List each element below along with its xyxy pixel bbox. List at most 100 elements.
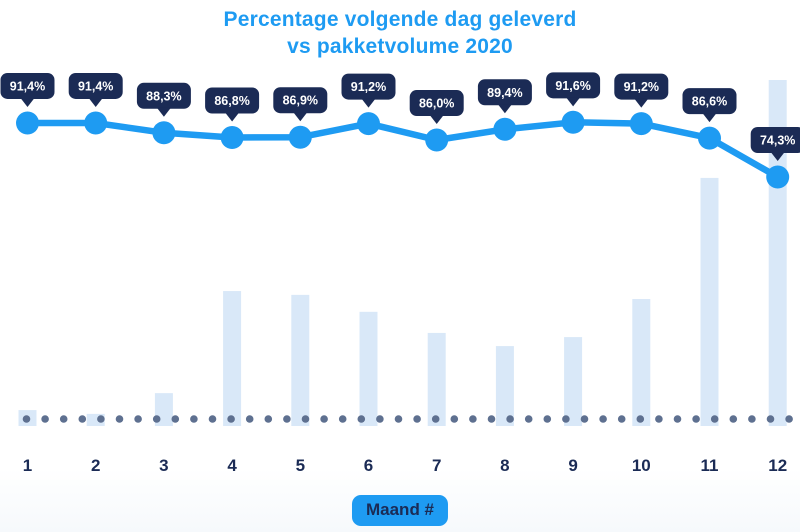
baseline-dot	[134, 415, 142, 423]
baseline-dot	[562, 415, 570, 423]
line-point	[220, 126, 244, 149]
baseline-dot	[729, 415, 738, 423]
value-label: 91,4%	[78, 79, 113, 93]
value-label-bubble	[614, 73, 669, 100]
value-label: 86,6%	[692, 95, 727, 109]
baseline-dot	[506, 415, 514, 423]
value-label-bubble	[68, 72, 123, 99]
value-label: 91,2%	[351, 80, 386, 94]
line-point	[84, 111, 108, 135]
x-tick-label: 9	[568, 456, 577, 475]
baseline-dot	[692, 415, 700, 423]
x-tick-label: 1	[23, 456, 32, 475]
baseline-dot	[97, 415, 105, 423]
volume-bar	[359, 311, 378, 426]
line-point	[629, 112, 653, 136]
x-tick-label: 6	[364, 456, 373, 475]
x-tick-label: 12	[768, 456, 787, 475]
x-axis-label: Maand #	[365, 500, 435, 519]
x-tick-label: 3	[159, 456, 168, 475]
value-label-bubble-tail	[225, 112, 240, 122]
x-tick-label: 2	[91, 456, 100, 475]
percentage-line	[24, 119, 781, 181]
x-tick-label: 10	[632, 456, 651, 475]
value-label-bubble-tail	[293, 112, 308, 122]
baseline-dot	[636, 415, 645, 423]
chart-title-line1: Percentage volgende dag geleverd	[223, 8, 577, 31]
baseline-dot	[599, 415, 607, 423]
value-label-bubble-tail	[361, 98, 376, 108]
value-label: 86,8%	[214, 94, 249, 108]
x-tick-label: 7	[432, 456, 441, 475]
volume-bar	[427, 332, 446, 426]
value-label: 74,3%	[760, 134, 795, 148]
value-label-bubble	[682, 88, 737, 115]
baseline-dot	[469, 415, 477, 423]
x-tick-label: 4	[227, 456, 237, 475]
value-label-bubble	[0, 72, 55, 99]
value-label-bubble-tail	[88, 97, 103, 107]
baseline-dot	[617, 415, 626, 423]
value-label-bubble-tail	[429, 115, 444, 125]
value-label-bubble	[136, 82, 191, 109]
volume-bar	[291, 294, 310, 426]
baseline-dot	[748, 415, 756, 423]
value-label-bubble	[205, 87, 260, 114]
baseline-dot	[543, 415, 552, 423]
value-label: 88,3%	[146, 89, 181, 103]
value-label-bubble	[273, 87, 328, 114]
value-label: 86,0%	[419, 97, 454, 111]
value-label-bubble-tail	[497, 104, 512, 114]
baseline-dot	[766, 415, 775, 423]
baseline-dot	[227, 415, 235, 423]
value-label-bubble-tail	[770, 152, 785, 162]
value-label-bubble-tail	[566, 97, 581, 107]
baseline-dot	[450, 415, 459, 423]
value-label: 91,4%	[10, 79, 45, 93]
baseline-dot	[710, 415, 719, 423]
volume-bar	[564, 337, 583, 426]
baseline-dot	[115, 415, 124, 423]
line-point	[288, 125, 312, 149]
line-point	[16, 111, 39, 135]
baseline-dot	[301, 415, 310, 423]
x-tick-label: 11	[701, 456, 719, 475]
x-axis-label-pill: Maand #	[351, 495, 449, 526]
value-label-bubble	[546, 72, 601, 99]
baseline-dot	[673, 415, 682, 423]
baseline-dot	[413, 415, 421, 423]
chart-title: Percentage volgende dag geleverd vs pakk…	[0, 6, 800, 60]
baseline-dot	[245, 415, 254, 423]
value-label-bubble	[409, 90, 464, 117]
value-label-bubble	[341, 73, 396, 100]
value-label-bubble-tail	[634, 98, 649, 108]
value-label: 86,9%	[283, 94, 318, 108]
baseline-dot	[487, 415, 496, 423]
value-label: 89,4%	[487, 86, 522, 100]
baseline-dot	[264, 415, 273, 423]
baseline-dot	[78, 415, 87, 423]
value-label: 91,2%	[624, 80, 659, 94]
line-point	[561, 110, 585, 134]
baseline-dot	[208, 415, 217, 423]
baseline-dot	[655, 415, 663, 423]
value-label-bubble	[477, 79, 532, 106]
baseline-dot	[190, 415, 198, 423]
baseline-dot	[524, 415, 533, 423]
baseline-dot	[338, 415, 347, 423]
dotted-baseline	[22, 415, 793, 423]
value-label-bubble-tail	[156, 107, 171, 117]
line-point	[493, 117, 517, 141]
value-label-bubble	[750, 127, 800, 154]
volume-bar	[495, 346, 514, 426]
baseline-dot	[320, 415, 328, 423]
line-point	[766, 165, 790, 189]
value-label-bubble-tail	[702, 113, 717, 123]
baseline-dot	[41, 415, 49, 423]
baseline-dot	[394, 415, 403, 423]
x-tick-label: 8	[500, 456, 509, 475]
line-point	[698, 126, 721, 150]
baseline-dot	[376, 415, 384, 423]
line-point	[425, 128, 449, 152]
baseline-dot	[171, 415, 180, 423]
